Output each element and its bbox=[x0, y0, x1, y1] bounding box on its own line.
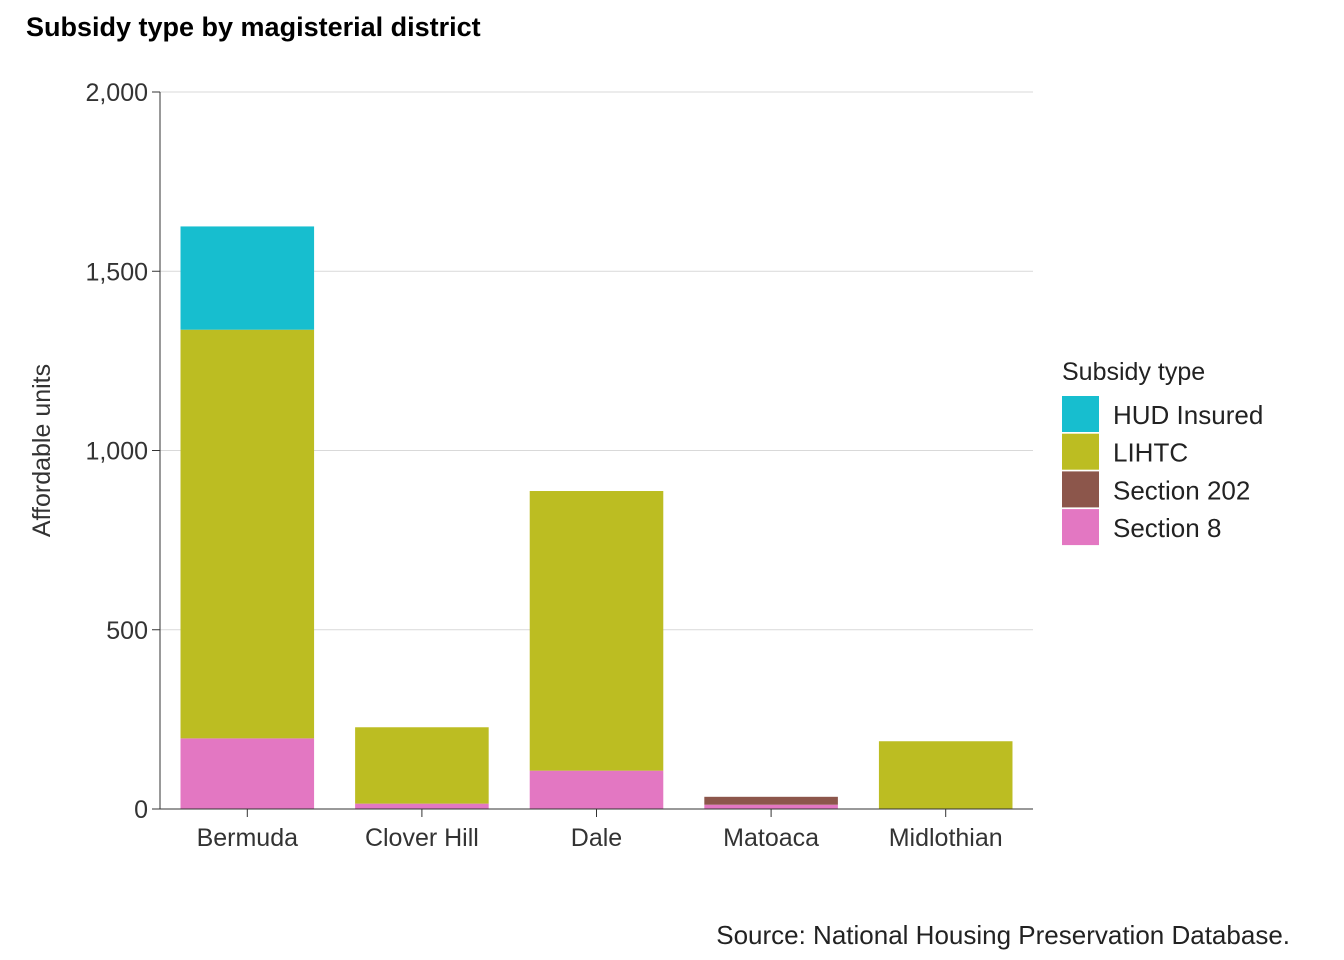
legend: Subsidy type HUD Insured LIHTC Section 202 S… bbox=[1062, 358, 1263, 546]
chart-title: Subsidy type by magisterial district bbox=[26, 12, 481, 42]
bar-segment-hud-insured bbox=[180, 226, 315, 330]
bar-segment-section-8 bbox=[704, 804, 838, 809]
y-tick-label: 1,500 bbox=[85, 258, 148, 286]
legend-swatch bbox=[1062, 471, 1099, 508]
bars-layer bbox=[180, 226, 1013, 809]
bar-segment-lihtc bbox=[529, 491, 664, 771]
x-tick-label: Dale bbox=[571, 824, 622, 852]
y-tick-label: 0 bbox=[134, 796, 148, 824]
legend-label: HUD Insured bbox=[1113, 400, 1263, 430]
y-axis-title: Affordable units bbox=[28, 364, 56, 537]
legend-title: Subsidy type bbox=[1062, 358, 1205, 386]
x-tick-label: Clover Hill bbox=[365, 824, 479, 852]
source-note: Source: National Housing Preservation Da… bbox=[716, 920, 1290, 950]
legend-swatch bbox=[1062, 396, 1099, 432]
bar-segment-section-8 bbox=[180, 738, 315, 809]
bar-segment-section-8 bbox=[529, 770, 664, 809]
y-tick-label: 1,000 bbox=[85, 438, 148, 466]
bar-segment-lihtc bbox=[180, 329, 315, 739]
x-tick-label: Midlothian bbox=[889, 824, 1003, 852]
bar-segment-section-8 bbox=[355, 803, 489, 809]
y-tick-label: 500 bbox=[106, 617, 148, 645]
legend-swatch bbox=[1062, 509, 1099, 546]
axes-layer: 0 500 1,000 1,500 2,000 Bermuda Clover Hill Dal… bbox=[28, 79, 1033, 852]
legend-label: Section 202 bbox=[1113, 475, 1250, 505]
bar-segment-lihtc bbox=[355, 727, 489, 804]
legend-swatch bbox=[1062, 433, 1099, 470]
legend-label: Section 8 bbox=[1113, 513, 1221, 543]
x-tick-label: Matoaca bbox=[723, 824, 819, 852]
legend-label: LIHTC bbox=[1113, 438, 1188, 468]
x-tick-label: Bermuda bbox=[197, 824, 299, 852]
bar-segment-section-202 bbox=[704, 796, 838, 805]
bar-segment-lihtc bbox=[878, 741, 1013, 809]
y-tick-label: 2,000 bbox=[85, 79, 148, 107]
